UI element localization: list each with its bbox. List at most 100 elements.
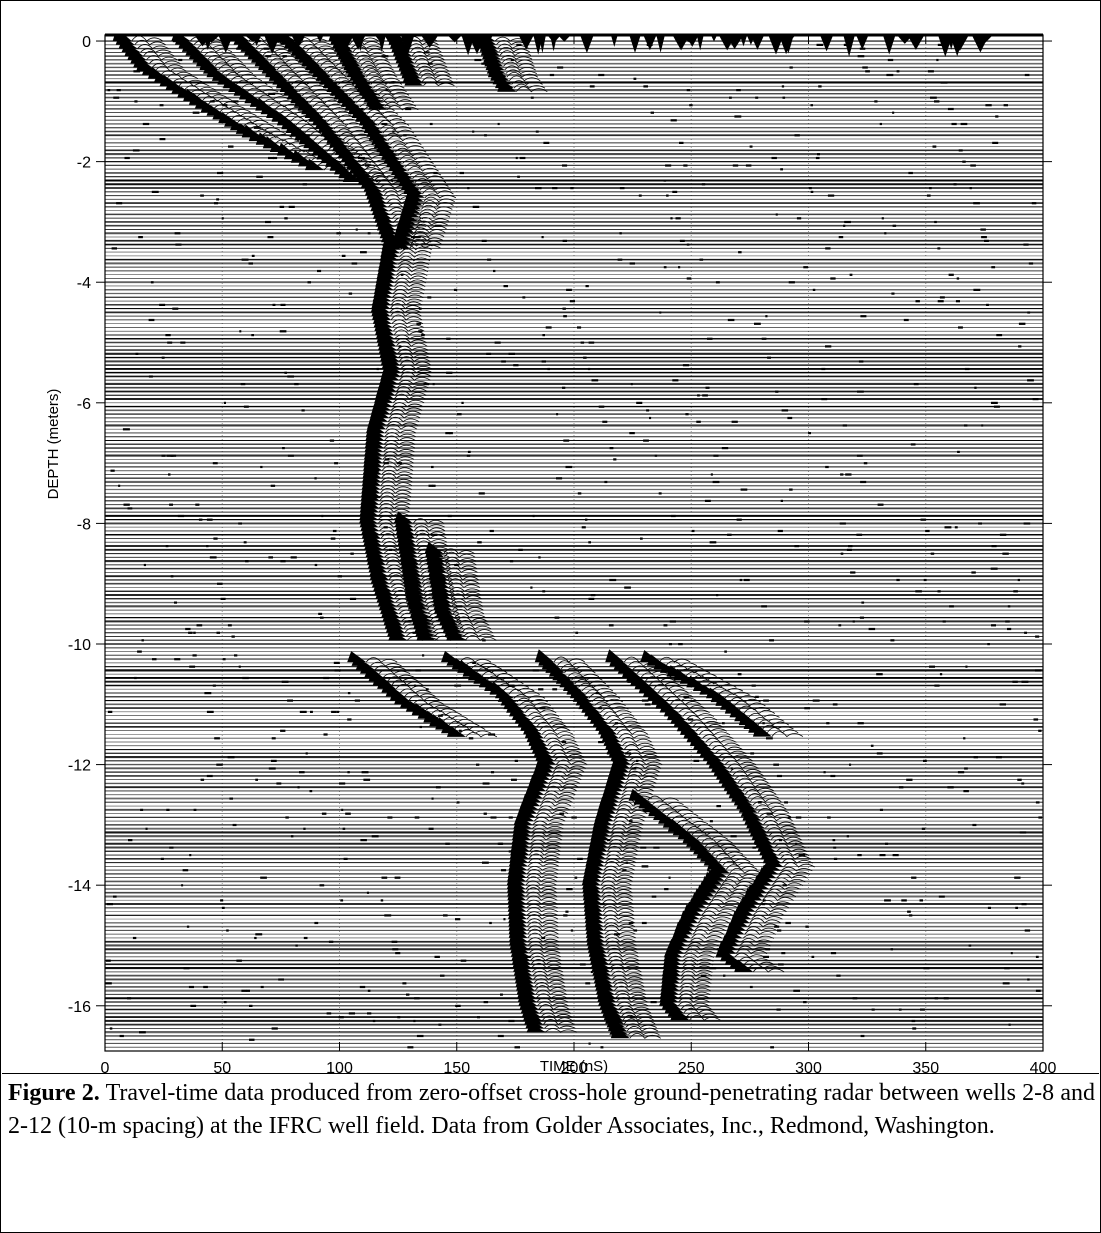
noise-speck [552, 688, 558, 691]
wavelet-lobe [317, 122, 337, 133]
ringing-wavelet [971, 35, 989, 53]
wavelet-tail [738, 705, 771, 711]
noise-speck [890, 639, 895, 642]
wavelet-lobe [689, 838, 709, 851]
wavelet-tail [597, 704, 629, 710]
noise-speck [774, 925, 780, 928]
noise-speck [833, 846, 837, 849]
noise-speck [278, 978, 284, 981]
noise-speck [562, 164, 568, 167]
noise-speck [591, 379, 599, 382]
wavelet-tail [413, 525, 446, 532]
noise-speck [663, 624, 668, 627]
noise-speck [186, 925, 190, 928]
wavelet-tail [608, 719, 640, 725]
wavelet-tail [393, 393, 426, 400]
wavelet-tail [606, 845, 639, 852]
wavelet-tail [721, 755, 754, 762]
wavelet-tail [397, 260, 430, 266]
noise-speck [477, 1016, 480, 1019]
noise-speck [563, 315, 567, 318]
noise-speck [414, 816, 420, 819]
noise-speck [1018, 322, 1026, 325]
noise-speck [859, 616, 864, 619]
wavelet-lobe [572, 691, 592, 702]
wavelet-lobe [294, 46, 314, 60]
wavelet-tail [540, 1012, 573, 1018]
wavelet-tail [686, 1012, 718, 1018]
wavelet-tail [527, 932, 559, 939]
noise-speck [936, 58, 939, 62]
noise-speck [221, 906, 225, 909]
wavelet-tail [423, 196, 455, 203]
ringing-wavelet [750, 35, 765, 50]
noise-speck [198, 518, 203, 521]
noise-speck [220, 597, 226, 600]
noise-speck [600, 1046, 604, 1049]
wavelet-lobe [393, 167, 413, 179]
noise-speck [670, 119, 677, 122]
wavelet-lobe [377, 677, 397, 689]
wavelet-tail [606, 850, 638, 856]
noise-speck [846, 835, 849, 838]
noise-speck [1035, 801, 1040, 804]
noise-speck [459, 729, 462, 732]
trace-layer [105, 35, 1043, 1051]
noise-speck [622, 869, 627, 872]
noise-speck [754, 842, 758, 845]
wavelet-tail [599, 707, 632, 714]
noise-speck [271, 759, 277, 762]
wavelet-tail [613, 981, 645, 988]
arrival-event [276, 35, 457, 249]
noise-speck [972, 823, 977, 827]
noise-speck [890, 948, 893, 951]
noise-speck [364, 164, 370, 167]
wavelet-tail [538, 725, 571, 732]
noise-speck [543, 141, 550, 144]
noise-speck [212, 462, 218, 465]
wavelet-lobe [605, 736, 625, 750]
wavelet-tail [623, 1018, 656, 1025]
noise-speck [641, 921, 647, 925]
wavelet-tail [532, 824, 564, 830]
wavelet-lobe [363, 91, 383, 103]
noise-speck [843, 224, 846, 227]
noise-speck [934, 220, 937, 224]
wavelet-lobe [416, 629, 436, 641]
noise-speck [303, 827, 306, 830]
wavelet-tail [392, 398, 425, 404]
wavelet-tail [407, 39, 439, 46]
wavelet-tail [365, 71, 398, 78]
wavelet-lobe [279, 81, 299, 92]
noise-speck [585, 518, 588, 521]
wavelet-lobe [398, 176, 418, 187]
noise-speck [438, 714, 443, 717]
wavelet-lobe [352, 168, 372, 177]
noise-speck [863, 462, 868, 465]
wavelet-tail [554, 755, 586, 762]
noise-speck [489, 529, 494, 533]
wavelet-tail [415, 62, 448, 68]
noise-speck [850, 571, 856, 574]
noise-speck [392, 130, 395, 133]
wavelet-tail [701, 910, 733, 916]
noise-speck [319, 884, 325, 887]
noise-speck [754, 322, 761, 325]
wavelet-lobe [268, 68, 288, 81]
noise-speck [1027, 311, 1031, 314]
wavelet-tail [445, 563, 478, 570]
wavelet-tail [677, 1001, 710, 1007]
noise-speck [912, 1027, 917, 1030]
noise-speck [478, 492, 485, 495]
noise-speck [771, 156, 777, 160]
noise-speck [607, 839, 611, 842]
wavelet-lobe [680, 722, 699, 735]
noise-speck [282, 55, 287, 58]
noise-speck [1038, 729, 1042, 732]
wavelet-tail [413, 522, 445, 528]
wavelet-tail [778, 870, 811, 876]
noise-speck [571, 816, 577, 819]
wavelet-tail [447, 574, 479, 581]
wavelet-tail [423, 81, 455, 87]
wavelet-tail [422, 200, 454, 207]
